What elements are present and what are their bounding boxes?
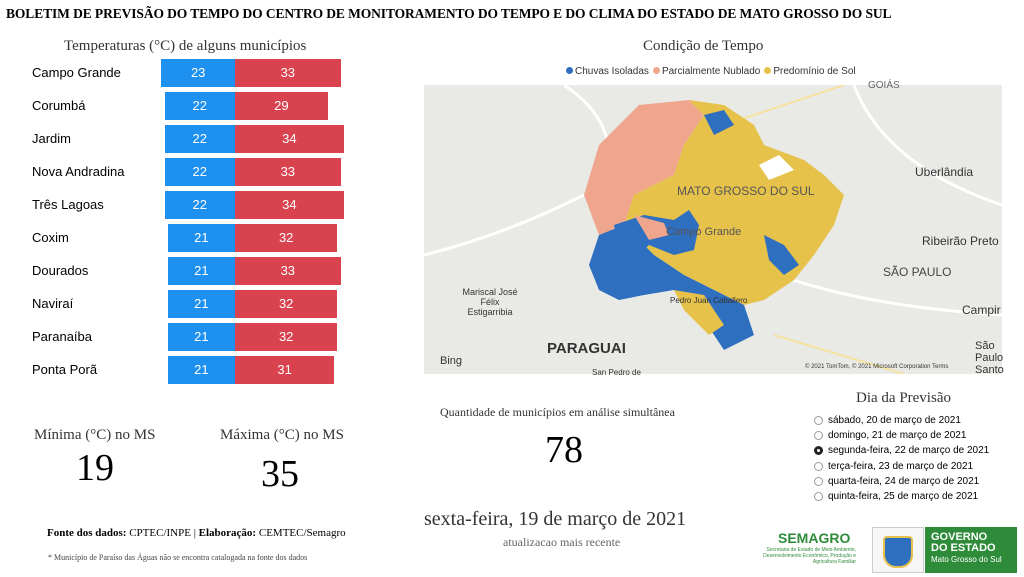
chart-title: Temperaturas (°C) de alguns municípios <box>64 38 307 54</box>
bar: 32 <box>235 323 338 351</box>
source-label: Fonte dos dados: <box>47 527 127 539</box>
legend-swatch <box>764 67 772 74</box>
updated-label: atualizacao mais recente <box>503 535 621 549</box>
day-option[interactable]: quinta-feira, 25 de março de 2021 <box>814 491 978 502</box>
bar: 22 <box>164 125 235 153</box>
legend-item: Chuvas Isoladas <box>566 66 649 77</box>
category-label: Naviraí <box>32 296 74 311</box>
category-label: Corumbá <box>32 98 86 113</box>
map-label: Mariscal José Félix Estigarribia <box>462 287 518 317</box>
min-value: 19 <box>76 447 114 489</box>
map-label: Campir <box>962 303 1001 317</box>
map-legend: Chuvas Isoladas Parcialmente Nublado Predo… <box>566 66 860 77</box>
legend-text: Parcialmente Nublado <box>661 66 761 77</box>
header-title: BOLETIM DE PREVISÃO DO TEMPO DO CENTRO D… <box>6 6 892 21</box>
bar: 32 <box>235 290 338 318</box>
option-label[interactable]: segunda-feira, 22 de março de 2021 <box>828 445 990 457</box>
bar: 21 <box>167 257 235 285</box>
semagro-logo: SEMAGRO <box>778 530 851 546</box>
day-option[interactable]: terça-feira, 23 de março de 2021 <box>814 461 973 472</box>
option-label[interactable]: quinta-feira, 25 de março de 2021 <box>828 491 979 502</box>
source-text: CPTEC/INPE | <box>129 527 196 539</box>
category-label: Três Lagoas <box>32 197 104 212</box>
made-text: CEMTEC/Semagro <box>258 527 346 539</box>
gov-logo: GOVERNO DO ESTADO Mato Grosso do Sul <box>925 527 1017 573</box>
gov-line: DO ESTADO <box>931 542 996 554</box>
made-label: Elaboração: <box>198 527 257 539</box>
bar: 29 <box>235 92 328 120</box>
bar: 34 <box>235 191 344 219</box>
option-label[interactable]: sábado, 20 de março de 2021 <box>828 415 961 426</box>
option-label[interactable]: terça-feira, 23 de março de 2021 <box>828 460 974 472</box>
bar: 33 <box>235 59 341 87</box>
category-label: Coxim <box>32 230 69 245</box>
map-label: Uberlândia <box>915 165 974 179</box>
category-label: Dourados <box>32 263 89 278</box>
radio[interactable] <box>814 476 823 486</box>
count-label: Quantidade de municípios em análise simu… <box>440 405 675 419</box>
footnote: * Município de Paraíso das Águas não se … <box>48 553 308 562</box>
bar: 33 <box>235 257 341 285</box>
map-label: PARAGUAI <box>547 340 626 357</box>
bar: 21 <box>167 323 235 351</box>
radio[interactable] <box>814 431 823 441</box>
map-label: Campo Grande <box>666 226 742 238</box>
category-label: Campo Grande <box>32 65 121 80</box>
map-label: Ribeirão Preto <box>922 234 999 248</box>
gov-line: Mato Grosso do Sul <box>931 555 1002 564</box>
map-title: Condição de Tempo <box>643 38 764 54</box>
map-label: SÃO PAULO <box>883 265 952 279</box>
bar: 21 <box>167 224 235 252</box>
legend-swatch <box>652 67 660 74</box>
bar: 33 <box>235 158 341 186</box>
day-picker-title: Dia da Previsão <box>856 390 951 406</box>
category-label: Jardim <box>32 131 72 146</box>
max-label: Máxima (°C) no MS <box>220 427 344 443</box>
legend-item: Parcialmente Nublado <box>652 66 761 77</box>
radio[interactable] <box>814 416 823 425</box>
map-label: MATO GROSSO DO SUL <box>677 184 815 198</box>
category-label: Paranaíba <box>32 329 92 344</box>
bar: 23 <box>161 59 235 87</box>
category-label: Nova Andradina <box>32 164 125 179</box>
radio[interactable] <box>814 446 823 456</box>
map-brand: Bing <box>440 355 463 367</box>
legend-text: Predomínio de Sol <box>773 66 856 77</box>
map <box>424 85 1002 374</box>
max-value: 35 <box>261 453 299 495</box>
count-value: 78 <box>545 429 583 471</box>
option-label[interactable]: domingo, 21 de março de 2021 <box>828 430 967 442</box>
map-label: São Paulo Santo <box>975 340 1004 376</box>
bar: 22 <box>164 191 235 219</box>
radio[interactable] <box>814 461 823 471</box>
coat-of-arms <box>872 527 924 573</box>
map-label: San Pedro de <box>592 368 641 377</box>
date: sexta-feira, 19 de março de 2021 <box>424 508 687 530</box>
bar: 34 <box>235 125 344 153</box>
legend-item: Predomínio de Sol <box>764 66 856 77</box>
map-label: Pedro Juan Caballero <box>670 296 748 305</box>
source: Fonte dos dados: CPTEC/INPE | Elaboração… <box>47 527 346 539</box>
map-attribution: © 2021 TomTom, © 2021 Microsoft Corporat… <box>805 364 949 370</box>
bar: 22 <box>164 92 235 120</box>
radio[interactable] <box>814 492 823 501</box>
bar: 22 <box>164 158 235 186</box>
day-option[interactable]: quarta-feira, 24 de março de 2021 <box>814 476 979 487</box>
bar: 31 <box>235 356 335 384</box>
legend-text: Chuvas Isoladas <box>575 66 649 77</box>
bar: 21 <box>167 356 235 384</box>
option-label[interactable]: quarta-feira, 24 de março de 2021 <box>828 475 980 487</box>
map-label: GOIÁS <box>868 80 900 91</box>
bar: 32 <box>235 224 338 252</box>
day-option[interactable]: segunda-feira, 22 de março de 2021 <box>814 445 989 456</box>
day-option[interactable]: domingo, 21 de março de 2021 <box>814 430 966 441</box>
semagro-sub: Secretaria de Estado de Meio Ambiente, D… <box>763 547 856 565</box>
category-label: Ponta Porã <box>32 362 98 377</box>
legend-swatch <box>566 67 573 74</box>
min-label: Mínima (°C) no MS <box>34 427 156 443</box>
bar: 21 <box>167 290 235 318</box>
day-option[interactable]: sábado, 20 de março de 2021 <box>814 415 961 426</box>
gov-line: GOVERNO <box>931 531 988 543</box>
